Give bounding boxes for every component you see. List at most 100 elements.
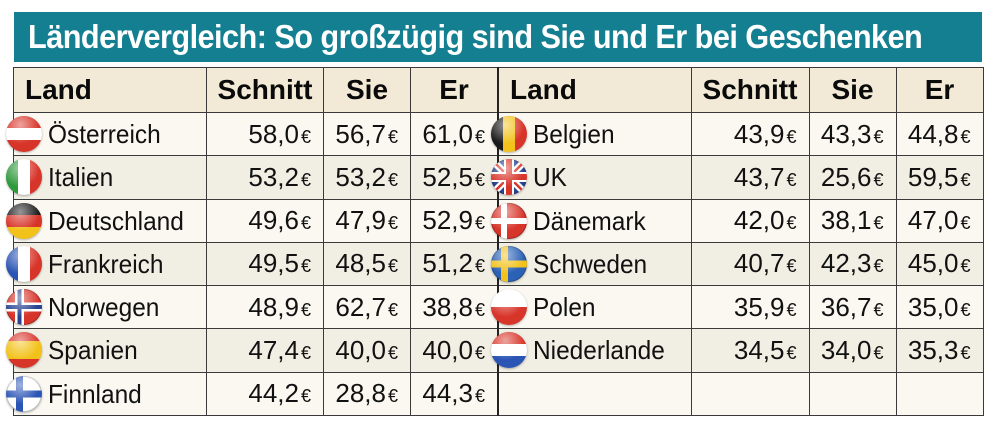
value-er: 40,0	[422, 335, 473, 366]
table-row: Niederlande 34,5 € 34,0 € 35,3 €	[491, 328, 984, 373]
euro-sign: €	[387, 256, 398, 277]
value-sie: 42,3	[820, 248, 872, 279]
table-row-empty	[497, 371, 984, 417]
country-name: Deutschland	[48, 205, 184, 236]
euro-sign: €	[873, 169, 884, 190]
euro-sign: €	[873, 256, 884, 277]
table-header-row: Land Schnitt Sie Er	[497, 67, 984, 113]
column-header-schnitt: Schnitt	[690, 67, 810, 113]
value-schnitt: 34,5	[733, 335, 785, 366]
euro-sign: €	[387, 213, 398, 234]
value-schnitt: 35,9	[733, 291, 785, 322]
euro-sign: €	[387, 169, 398, 190]
euro-sign: €	[387, 386, 398, 407]
denmark-flag-icon	[491, 202, 527, 239]
euro-sign: €	[960, 256, 971, 277]
table-row: Frankreich 49,5 € 48,5 € 51,2 €	[6, 241, 498, 287]
value-er: 38,8	[422, 291, 473, 322]
spain-flag-icon	[6, 332, 42, 369]
table-row: Norwegen 48,9 € 62,7 € 38,8 €	[6, 285, 498, 330]
value-sie: 40,0	[335, 335, 386, 366]
value-schnitt: 53,2	[248, 161, 299, 192]
page-title: Ländervergleich: So großzügig sind Sie u…	[28, 18, 923, 55]
value-sie: 53,2	[335, 161, 386, 192]
euro-sign: €	[387, 299, 398, 320]
value-schnitt: 43,9	[733, 118, 785, 149]
column-header-land: Land	[13, 67, 207, 113]
value-schnitt: 42,0	[733, 205, 785, 236]
value-sie: 34,0	[820, 335, 872, 366]
value-sie: 43,3	[820, 118, 872, 149]
euro-sign: €	[300, 343, 311, 364]
value-schnitt: 43,7	[733, 161, 785, 192]
value-er: 45,0	[907, 248, 959, 279]
country-name: Niederlande	[533, 335, 665, 366]
table-row: Polen 35,9 € 36,7 € 35,0 €	[491, 285, 984, 330]
euro-sign: €	[300, 256, 311, 277]
country-name: Dänemark	[533, 205, 646, 236]
euro-sign: €	[474, 169, 485, 190]
euro-sign: €	[960, 343, 971, 364]
france-flag-icon	[6, 245, 42, 282]
euro-sign: €	[786, 213, 797, 234]
table-row: Dänemark 42,0 € 38,1 € 47,0 €	[491, 198, 984, 243]
country-name: UK	[533, 162, 567, 193]
euro-sign: €	[786, 169, 797, 190]
euro-sign: €	[474, 299, 485, 320]
euro-sign: €	[300, 213, 311, 234]
italy-flag-icon	[6, 159, 42, 196]
norway-flag-icon	[6, 289, 42, 326]
column-header-schnitt: Schnitt	[206, 67, 324, 113]
value-sie: 25,6	[820, 161, 872, 192]
euro-sign: €	[960, 169, 971, 190]
value-er: 52,5	[422, 161, 473, 192]
value-sie: 48,5	[335, 248, 386, 279]
value-er: 52,9	[422, 205, 473, 236]
value-er: 47,0	[907, 205, 959, 236]
value-sie: 36,7	[820, 291, 872, 322]
euro-sign: €	[300, 169, 311, 190]
table-row: Schweden 40,7 € 42,3 € 45,0 €	[491, 241, 984, 287]
euro-sign: €	[873, 126, 884, 147]
table-row: UK 43,7 € 25,6 € 59,5 €	[491, 155, 984, 200]
poland-flag-icon	[491, 289, 527, 326]
value-sie: 47,9	[335, 205, 386, 236]
table-row: Italien 53,2 € 53,2 € 52,5 €	[6, 155, 498, 200]
value-sie: 38,1	[820, 205, 872, 236]
euro-sign: €	[786, 343, 797, 364]
country-name: Spanien	[48, 335, 138, 366]
value-schnitt: 44,2	[248, 378, 299, 409]
uk-flag-icon	[491, 159, 527, 196]
value-sie: 62,7	[335, 291, 386, 322]
value-er: 44,8	[907, 118, 959, 149]
euro-sign: €	[786, 299, 797, 320]
country-name: Norwegen	[48, 292, 160, 323]
value-er: 35,3	[907, 335, 959, 366]
value-er: 59,5	[907, 161, 959, 192]
country-name: Schweden	[533, 248, 648, 279]
euro-sign: €	[300, 126, 311, 147]
euro-sign: €	[474, 256, 485, 277]
euro-sign: €	[960, 299, 971, 320]
value-schnitt: 49,5	[248, 248, 299, 279]
germany-flag-icon	[6, 202, 42, 239]
value-schnitt: 48,9	[248, 291, 299, 322]
euro-sign: €	[474, 213, 485, 234]
country-name: Frankreich	[48, 248, 164, 279]
column-header-sie: Sie	[323, 67, 411, 113]
belgium-flag-icon	[491, 116, 527, 152]
euro-sign: €	[873, 213, 884, 234]
euro-sign: €	[873, 343, 884, 364]
value-er: 51,2	[422, 248, 473, 279]
euro-sign: €	[474, 126, 485, 147]
column-header-er: Er	[895, 67, 984, 113]
euro-sign: €	[387, 343, 398, 364]
country-name: Belgien	[533, 119, 615, 149]
country-name: Italien	[48, 162, 114, 193]
euro-sign: €	[474, 386, 485, 407]
netherlands-flag-icon	[491, 332, 527, 369]
value-sie: 28,8	[335, 378, 386, 409]
table-row: Spanien 47,4 € 40,0 € 40,0 €	[6, 328, 498, 373]
country-name: Finnland	[48, 378, 142, 409]
euro-sign: €	[387, 126, 398, 147]
